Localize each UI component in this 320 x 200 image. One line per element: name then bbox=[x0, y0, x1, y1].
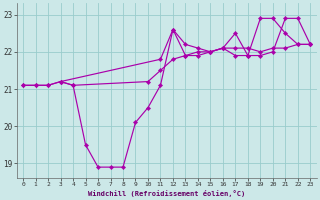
X-axis label: Windchill (Refroidissement éolien,°C): Windchill (Refroidissement éolien,°C) bbox=[88, 190, 245, 197]
